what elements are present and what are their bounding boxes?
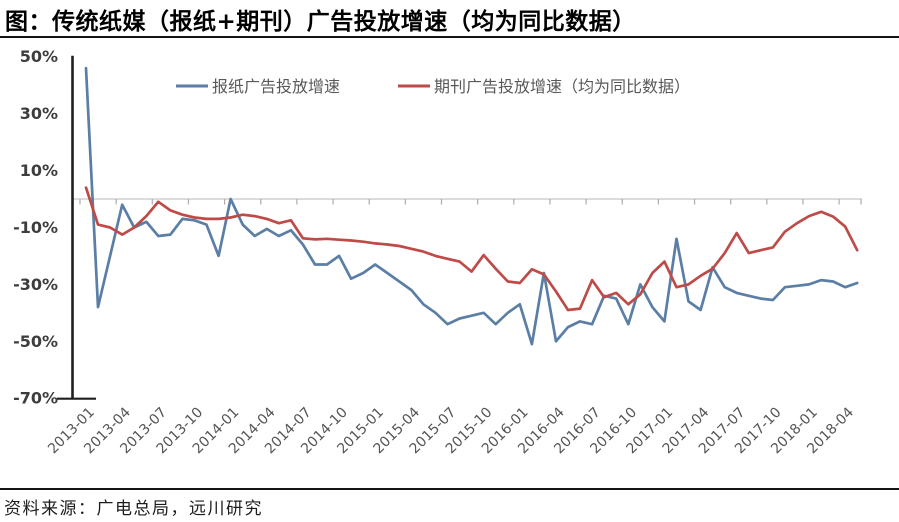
footer-divider [0, 488, 899, 490]
source-note: 资料来源：广电总局，远川研究 [4, 499, 263, 519]
y-tick-label: -70% [13, 389, 58, 408]
legend: 报纸广告投放增速 期刊广告投放增速（均为同比数据） [176, 77, 690, 96]
title-divider [0, 36, 899, 38]
x-axis-labels: 2013-012013-042013-072013-102014-012014-… [45, 404, 857, 457]
zero-gridline-group [72, 198, 862, 205]
y-axis-labels: 50% 30% 10% -10% -30% -50% -70% [13, 47, 58, 407]
legend-label-newspaper: 报纸广告投放增速 [212, 77, 340, 96]
series-line-1 [84, 186, 859, 312]
series-line-0 [84, 66, 859, 346]
chart-title: 图：传统纸媒（报纸+期刊）广告投放增速（均为同比数据） [5, 9, 636, 35]
y-tick-label: 50% [20, 47, 58, 66]
y-tick-label: 30% [20, 104, 58, 123]
y-tick-label: 10% [20, 161, 58, 180]
y-axis-group [57, 55, 96, 400]
y-tick-label: -10% [13, 218, 58, 237]
y-tick-label: -30% [13, 275, 58, 294]
legend-label-magazine: 期刊广告投放增速（均为同比数据） [434, 77, 690, 96]
y-tick-label: -50% [13, 332, 58, 351]
series-lines [84, 66, 859, 346]
